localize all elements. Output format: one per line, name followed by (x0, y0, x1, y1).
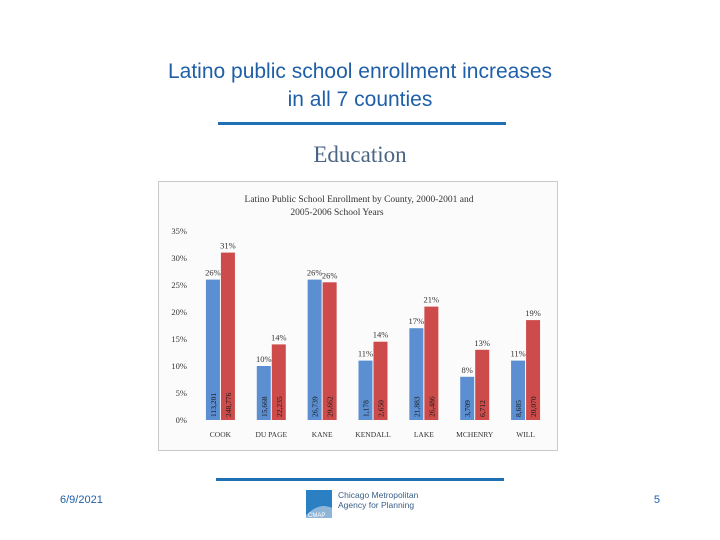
bar-data-label: 26% (307, 268, 323, 278)
bar-count-label: 3,709 (463, 400, 472, 417)
bar-2005-2006 (475, 349, 490, 420)
bar-data-label: 17% (409, 316, 425, 326)
y-tick-label: 25% (171, 280, 187, 290)
enrollment-bar-chart: Latino Public School Enrollment by Count… (171, 195, 541, 439)
x-category-label: KANE (312, 430, 333, 439)
cmap-logo-line-2: Agency for Planning (338, 500, 415, 510)
title-underline (218, 122, 506, 125)
x-category-label: MCHENRY (456, 430, 494, 439)
bar-data-label: 13% (474, 338, 490, 348)
y-tick-label: 15% (171, 334, 187, 344)
chart-container: Latino Public School Enrollment by Count… (158, 181, 558, 451)
bar-count-label: 20,070 (529, 396, 538, 417)
bar-data-label: 11% (358, 349, 373, 359)
y-tick-label: 0% (176, 415, 187, 425)
slide-title-line-1: Latino public school enrollment increase… (167, 60, 553, 83)
bar-2000-2001 (460, 376, 475, 420)
x-category-label: KENDALL (355, 430, 391, 439)
cmap-logo-line-1: Chicago Metropolitan (338, 490, 419, 500)
bar-data-label: 10% (256, 354, 272, 364)
cmap-logo-text: Chicago Metropolitan Agency for Planning (338, 490, 418, 510)
y-tick-label: 5% (176, 388, 187, 398)
y-tick-label: 10% (171, 361, 187, 371)
bar-count-label: 15,668 (260, 396, 269, 417)
bar-count-label: 26,486 (427, 396, 436, 417)
bar-count-label: 22,235 (275, 396, 284, 417)
y-tick-label: 20% (171, 307, 187, 317)
bar-2000-2001 (256, 366, 271, 420)
bar-count-label: 26,739 (311, 396, 320, 417)
bar-data-label: 14% (271, 332, 287, 342)
bar-2005-2006 (424, 306, 439, 420)
bar-2000-2001 (307, 279, 322, 420)
bar-count-label: 8,685 (514, 400, 523, 417)
bar-data-label: 11% (510, 349, 525, 359)
bar-2005-2006 (220, 252, 235, 420)
bar-2000-2001 (511, 360, 526, 420)
bar-2005-2006 (373, 341, 388, 420)
bar-count-label: 6,712 (478, 400, 487, 417)
slide-title: Latino public school enrollment increase… (60, 58, 660, 114)
bar-2005-2006 (271, 344, 286, 420)
bar-data-label: 14% (373, 330, 389, 340)
bar-count-label: 2,650 (377, 400, 386, 417)
bar-2000-2001 (205, 279, 220, 420)
cmap-logo-icon: CMAP (306, 490, 332, 519)
bar-data-label: 31% (220, 241, 236, 251)
bar-count-label: 1,178 (362, 400, 371, 417)
page-number: 5 (653, 494, 660, 506)
bar-data-label: 26% (322, 270, 338, 280)
x-category-label: COOK (210, 430, 232, 439)
bar-2000-2001 (409, 328, 424, 420)
bar-2005-2006 (526, 320, 541, 420)
bar-count-label: 113,201 (209, 393, 218, 417)
chart-title-line-1: Latino Public School Enrollment by Count… (245, 195, 474, 205)
bar-2005-2006 (322, 282, 337, 420)
footer-rule (216, 478, 504, 481)
y-tick-label: 35% (171, 226, 187, 236)
section-heading: Education (313, 142, 407, 167)
bar-count-label: 21,883 (412, 396, 421, 417)
bar-count-label: 29,662 (326, 396, 335, 417)
x-category-label: LAKE (414, 430, 434, 439)
bar-data-label: 8% (462, 365, 473, 375)
x-category-label: DU PAGE (255, 430, 287, 439)
x-category-label: WILL (516, 430, 535, 439)
footer-date: 6/9/2021 (60, 494, 103, 506)
cmap-logo: CMAP Chicago Metropolitan Agency for Pla… (304, 488, 424, 520)
cmap-logo-abbrev: CMAP (308, 513, 325, 519)
y-tick-label: 30% (171, 253, 187, 263)
bar-2000-2001 (358, 360, 373, 420)
bar-data-label: 26% (205, 268, 221, 278)
bar-data-label: 21% (424, 295, 440, 305)
slide-title-line-2: in all 7 counties (287, 88, 433, 111)
bar-count-label: 248,776 (224, 392, 233, 417)
chart-title-line-2: 2005-2006 School Years (290, 208, 383, 218)
bar-data-label: 19% (525, 308, 541, 318)
